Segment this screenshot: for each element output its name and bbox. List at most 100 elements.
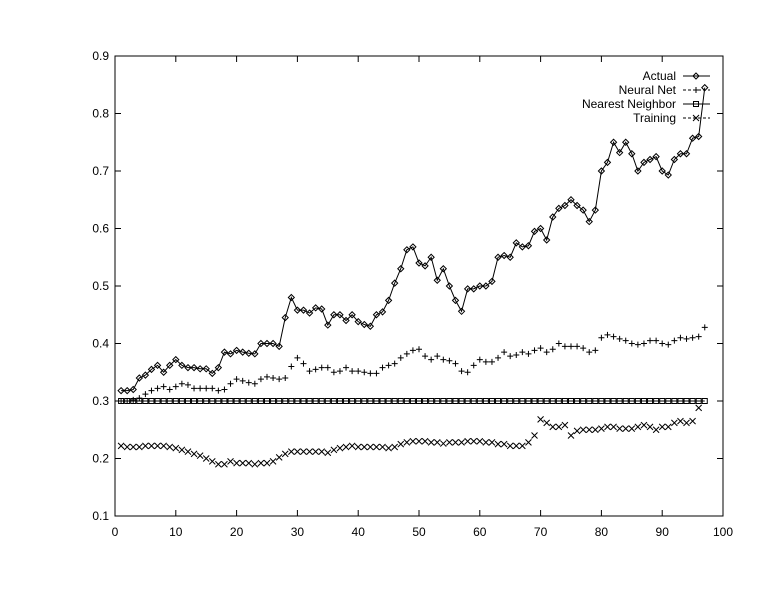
data-point-neural-net (409, 347, 416, 354)
data-point-actual (324, 321, 332, 329)
series-line-actual (121, 87, 706, 392)
data-point-nearest-neighbor (531, 398, 538, 404)
data-point-nearest-neighbor (476, 398, 483, 404)
data-point-neural-net (428, 356, 435, 363)
data-point-neural-net (592, 347, 599, 354)
data-point-neural-net (513, 352, 520, 358)
legend-label: Actual (643, 69, 676, 83)
data-point-neural-net (470, 362, 477, 369)
data-point-nearest-neighbor (288, 398, 295, 404)
legend-entry-nearest-neighbor: Nearest Neighbor (582, 97, 710, 111)
data-point-nearest-neighbor (385, 398, 392, 404)
data-point-neural-net (598, 334, 605, 341)
data-point-actual (524, 242, 533, 250)
data-point-training (482, 439, 490, 446)
data-point-training (190, 450, 198, 458)
data-point-neural-net (525, 350, 532, 357)
data-point-training (464, 437, 471, 445)
data-point-actual (330, 311, 338, 319)
legend-marker (692, 114, 700, 122)
legend-label: Nearest Neighbor (582, 97, 676, 111)
data-point-training (172, 444, 180, 452)
legend-entry-neural-net: Neural Net (619, 83, 710, 97)
data-point-training (695, 404, 703, 412)
series-actual (117, 83, 709, 395)
data-point-neural-net (282, 375, 289, 381)
data-point-nearest-neighbor (184, 398, 191, 404)
data-point-actual (275, 342, 283, 351)
data-point-neural-net (294, 354, 301, 361)
data-point-nearest-neighbor (245, 398, 252, 404)
data-point-neural-net (610, 333, 617, 340)
data-point-nearest-neighbor (446, 398, 453, 404)
data-point-training (227, 458, 234, 465)
legend-marker (693, 101, 699, 107)
data-point-neural-net (270, 375, 277, 381)
data-point-training (683, 419, 690, 427)
data-point-training (543, 419, 551, 427)
data-point-neural-net (507, 353, 514, 360)
legend-entry-training: Training (633, 111, 710, 125)
data-point-actual (220, 348, 229, 356)
data-point-training (184, 448, 192, 455)
data-point-actual (634, 167, 642, 175)
data-point-training (312, 448, 319, 455)
data-point-actual (390, 279, 399, 287)
data-point-nearest-neighbor (452, 398, 459, 404)
data-point-actual (701, 83, 709, 92)
data-point-training (221, 460, 228, 468)
data-point-nearest-neighbor (695, 398, 702, 404)
data-point-nearest-neighbor (367, 398, 374, 404)
data-point-actual (372, 311, 381, 319)
data-point-training (281, 450, 289, 458)
data-point-actual (433, 276, 441, 284)
data-point-nearest-neighbor (488, 398, 495, 404)
data-point-actual (530, 227, 539, 236)
data-point-neural-net (555, 340, 562, 347)
data-point-training (275, 453, 283, 461)
data-point-neural-net (422, 353, 429, 360)
data-point-neural-net (209, 385, 216, 392)
data-point-actual (470, 285, 478, 293)
data-point-actual (439, 265, 448, 273)
data-point-actual (293, 306, 302, 314)
data-point-nearest-neighbor (294, 398, 301, 404)
data-point-actual (688, 134, 697, 142)
data-point-neural-net (519, 349, 526, 356)
data-point-nearest-neighbor (330, 398, 337, 404)
data-point-actual (640, 158, 648, 167)
data-point-training (294, 448, 301, 455)
data-point-actual (378, 308, 387, 316)
data-point-training (348, 442, 356, 450)
data-point-training (215, 460, 222, 468)
data-point-neural-net (416, 346, 422, 353)
data-point-nearest-neighbor (647, 398, 654, 404)
data-point-neural-net (397, 354, 404, 361)
data-point-actual (676, 150, 685, 158)
data-point-nearest-neighbor (227, 398, 234, 404)
data-point-neural-net (531, 347, 538, 354)
data-point-nearest-neighbor (543, 398, 550, 404)
data-point-training (373, 443, 380, 451)
data-point-neural-net (264, 373, 270, 380)
y-tick-label: 0.8 (92, 107, 109, 121)
data-point-actual (457, 307, 466, 316)
data-point-neural-net (683, 335, 690, 342)
data-point-neural-net (233, 376, 240, 383)
data-point-actual (652, 152, 660, 161)
data-point-training (452, 439, 459, 446)
data-point-nearest-neighbor (160, 398, 167, 404)
data-point-training (427, 439, 435, 446)
data-point-training (336, 444, 344, 452)
data-point-neural-net (647, 337, 654, 344)
data-point-training (591, 426, 599, 434)
data-point-training (446, 439, 453, 446)
data-point-nearest-neighbor (416, 398, 422, 404)
data-point-training (531, 432, 538, 439)
data-point-training (330, 446, 338, 454)
data-point-nearest-neighbor (191, 398, 198, 404)
legend-marker (692, 72, 700, 80)
data-point-nearest-neighbor (561, 398, 568, 404)
data-point-training (494, 440, 502, 448)
